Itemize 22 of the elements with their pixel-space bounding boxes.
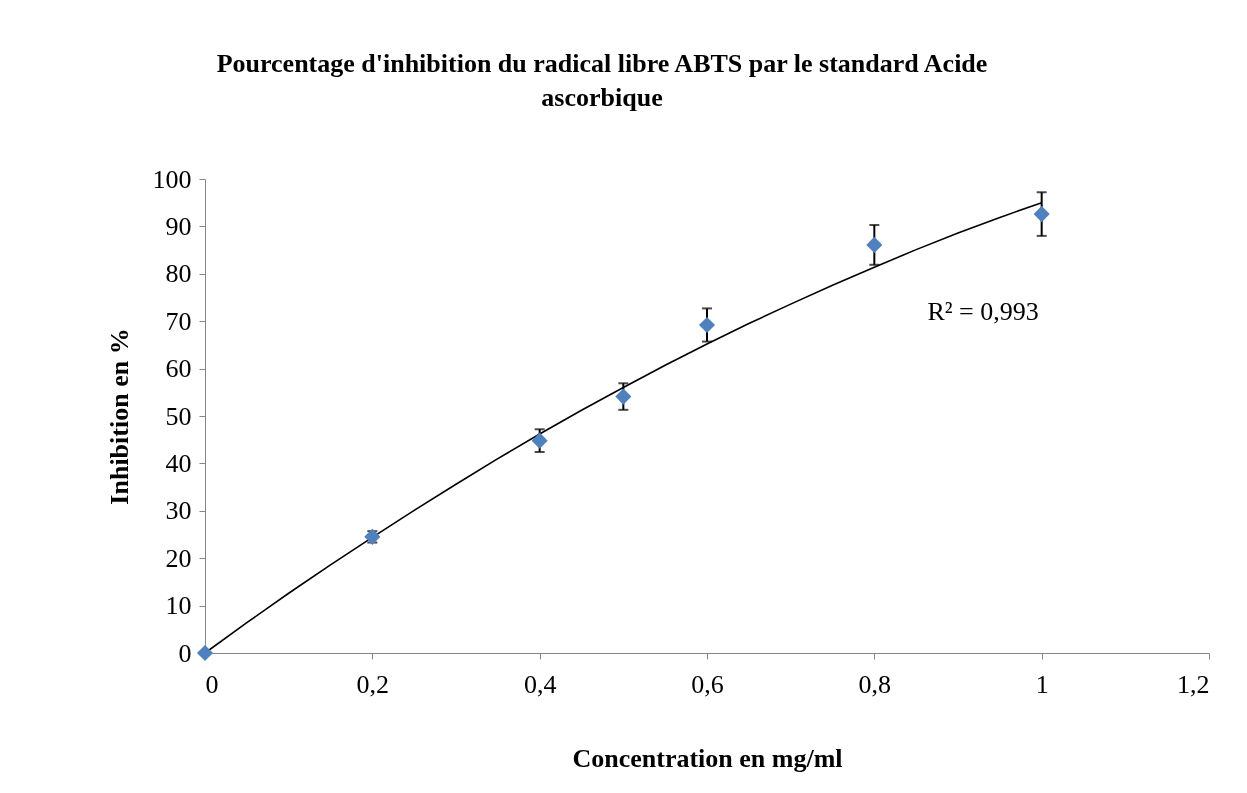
x-tick-label: 0,4 <box>523 669 557 699</box>
x-tick-label: 1 <box>1035 669 1049 699</box>
y-tick-label: 30 <box>165 496 192 526</box>
y-tick-label: 90 <box>165 211 192 241</box>
annotation: R² = 0,993 <box>927 297 1039 327</box>
y-tick-label: 80 <box>165 259 192 289</box>
y-tick-label: 100 <box>152 164 192 194</box>
x-tick-label: 0 <box>205 669 219 699</box>
x-tick-label: 0,8 <box>858 669 892 699</box>
x-tick-label: 1,2 <box>1177 669 1210 699</box>
y-tick-label: 70 <box>165 306 192 336</box>
y-tick-label: 0 <box>178 638 192 668</box>
y-tick-label: 20 <box>165 543 192 573</box>
x-axis-title: Concentration en mg/ml <box>572 743 843 773</box>
x-tick-label: 0,2 <box>356 669 390 699</box>
y-tick-label: 50 <box>165 401 192 431</box>
y-axis-title: Inhibition en % <box>104 328 134 505</box>
x-tick-label: 0,6 <box>691 669 724 699</box>
y-tick-label: 40 <box>165 448 192 478</box>
chart-title: Pourcentage d'inhibition du radical libre ABTS par le standard Acide ascorbique <box>216 49 988 112</box>
y-tick-label: 60 <box>165 354 192 384</box>
y-tick-label: 10 <box>165 591 192 621</box>
